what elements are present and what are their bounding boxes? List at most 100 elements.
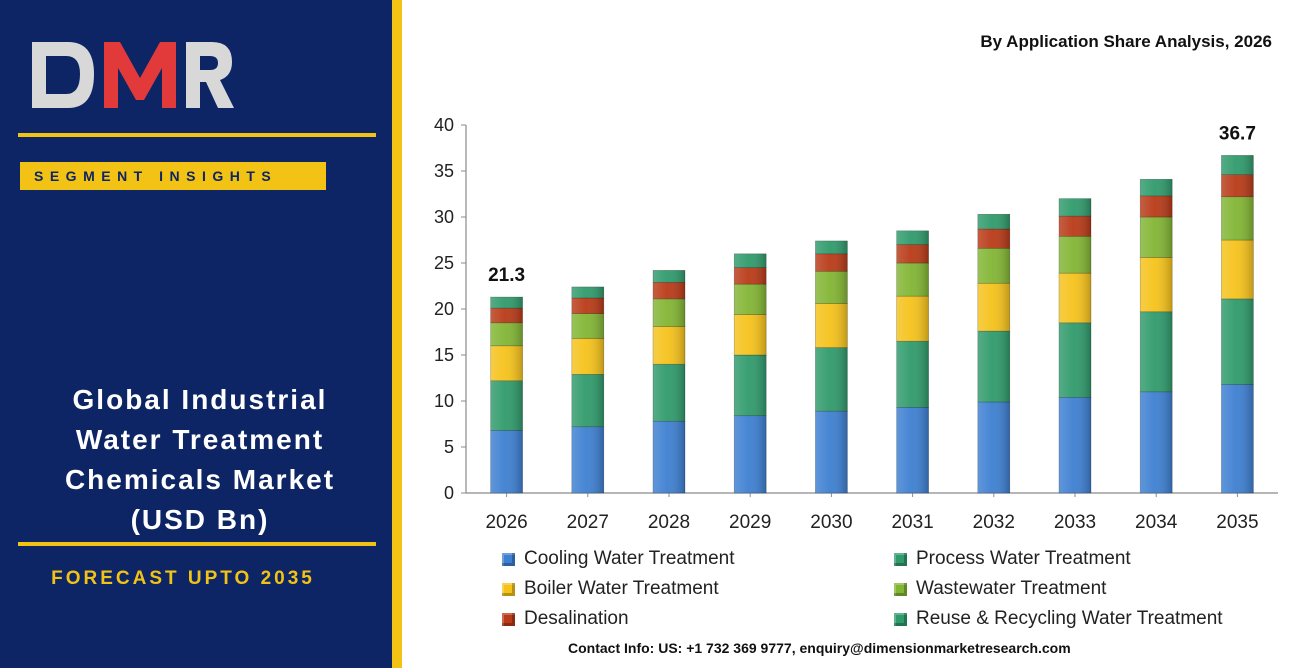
bar-segment-shade bbox=[490, 345, 523, 381]
y-tick-label: 40 bbox=[434, 115, 454, 135]
bar-segment-shade bbox=[1140, 257, 1173, 312]
bar-segment-shade bbox=[815, 347, 848, 412]
bar-stack-2033 bbox=[1058, 198, 1092, 494]
bar-segment-shade bbox=[571, 426, 604, 493]
legend-item-4: Wastewater Treatment bbox=[894, 576, 1106, 602]
chart-subtitle: By Application Share Analysis, 2026 bbox=[980, 32, 1272, 51]
bar-segment-shade bbox=[896, 244, 929, 263]
legend-swatch bbox=[502, 582, 515, 596]
bar-segment-shade bbox=[1140, 217, 1173, 258]
bar-segment-shade bbox=[653, 282, 685, 299]
bar-segment-shade bbox=[490, 322, 523, 346]
chart-legend: Cooling Water Treatment Process Water Tre… bbox=[500, 546, 1290, 636]
bar-segment-shade bbox=[977, 248, 1010, 284]
chart-labels: 2026 2027 2028 2029 2030 2031 2032 2033 2034 2035… bbox=[485, 123, 1258, 533]
x-tick-label: 2029 bbox=[729, 512, 771, 533]
gold-vertical-divider bbox=[392, 0, 402, 668]
forecast-label: FORECAST UPTO 2035 bbox=[51, 568, 315, 589]
bar-segment-shade bbox=[653, 270, 685, 283]
bar-segment-shade bbox=[977, 331, 1010, 402]
bar-segment-shade bbox=[734, 355, 767, 416]
bar-segment-shade bbox=[734, 253, 767, 268]
y-tick-label: 30 bbox=[434, 207, 454, 227]
legend-label: Reuse & Recycling Water Treatment bbox=[916, 608, 1223, 629]
y-tick-label: 15 bbox=[434, 345, 454, 365]
x-tick-label: 2026 bbox=[485, 512, 527, 533]
bar-segment-shade bbox=[490, 308, 523, 323]
bar-segment-shade bbox=[734, 314, 767, 355]
legend-label: Desalination bbox=[524, 608, 629, 629]
bar-segment-shade bbox=[1059, 397, 1091, 493]
bar-segment-shade bbox=[977, 228, 1010, 249]
bar-segment-shade bbox=[1221, 174, 1254, 197]
chart-axes: 0 5 10 15 20 25 30 35 40 bbox=[434, 115, 1278, 503]
bar-stack-2030 bbox=[815, 240, 848, 494]
report-title-line-4: (USD Bn) bbox=[130, 504, 270, 535]
bar-stack-2032 bbox=[977, 213, 1011, 494]
bar-segment-shade bbox=[653, 326, 685, 365]
bar-segment-shade bbox=[571, 286, 604, 298]
legend-item-2: Process Water Treatment bbox=[894, 546, 1131, 572]
bar-stack-2034 bbox=[1139, 178, 1173, 494]
legend-item-5: Desalination bbox=[502, 606, 629, 632]
bar-segment-shade bbox=[734, 284, 767, 315]
bar-segment-shade bbox=[490, 430, 523, 493]
bar-segment-shade bbox=[653, 421, 685, 493]
legend-label: Boiler Water Treatment bbox=[524, 578, 719, 599]
contact-info: Contact Info: US: +1 732 369 9777, enqui… bbox=[568, 640, 1071, 656]
legend-item-1: Cooling Water Treatment bbox=[502, 546, 735, 572]
bar-segment-shade bbox=[571, 338, 604, 375]
bar-segment-shade bbox=[1140, 179, 1173, 196]
data-label-2026: 21.3 bbox=[488, 265, 525, 286]
bar-stack-2027 bbox=[571, 286, 605, 494]
sidebar-panel: SEGMENT INSIGHTS Global Industrial Water… bbox=[0, 0, 392, 668]
legend-swatch bbox=[502, 612, 515, 626]
dmr-logo bbox=[32, 42, 234, 108]
bar-segment-shade bbox=[1140, 391, 1173, 493]
legend-swatch bbox=[502, 552, 515, 566]
bar-segment-shade bbox=[734, 267, 767, 285]
bar-segment-shade bbox=[977, 214, 1010, 229]
y-tick-label: 20 bbox=[434, 299, 454, 319]
bar-segment-shade bbox=[1221, 196, 1254, 240]
x-tick-label: 2034 bbox=[1135, 512, 1178, 533]
bar-segment-shade bbox=[977, 283, 1010, 332]
bar-segment-shade bbox=[490, 380, 523, 431]
bar-segment-shade bbox=[1221, 240, 1254, 299]
bar-stack-2026 bbox=[490, 296, 523, 494]
top-divider-line bbox=[18, 133, 376, 137]
legend-label: Wastewater Treatment bbox=[916, 578, 1107, 599]
bottom-divider-line bbox=[18, 542, 376, 546]
bar-segment-shade bbox=[896, 230, 929, 245]
legend-swatch bbox=[894, 552, 907, 566]
bar-segment-shade bbox=[1059, 236, 1091, 274]
bar-segment-shade bbox=[1221, 155, 1254, 175]
legend-item-3: Boiler Water Treatment bbox=[502, 576, 719, 602]
legend-item-6: Reuse & Recycling Water Treatment bbox=[894, 606, 1223, 632]
bar-segment-shade bbox=[653, 298, 685, 327]
bar-segment-shade bbox=[815, 303, 848, 348]
y-tick-label: 25 bbox=[434, 253, 454, 273]
bar-segment-shade bbox=[1059, 273, 1091, 323]
x-tick-label: 2033 bbox=[1054, 512, 1096, 533]
bar-segment-shade bbox=[977, 401, 1010, 493]
bar-segment-shade bbox=[1221, 384, 1254, 493]
legend-label: Cooling Water Treatment bbox=[524, 548, 735, 569]
x-tick-label: 2028 bbox=[648, 512, 690, 533]
x-tick-label: 2030 bbox=[810, 512, 852, 533]
chart-bars bbox=[490, 155, 1254, 494]
dmr-logo-mark bbox=[32, 42, 234, 108]
bar-segment-shade bbox=[815, 411, 848, 493]
y-tick-label: 0 bbox=[444, 483, 454, 503]
bar-segment-shade bbox=[490, 297, 523, 309]
legend-swatch bbox=[894, 612, 907, 626]
segment-insights-badge: SEGMENT INSIGHTS bbox=[20, 162, 326, 190]
bar-segment-shade bbox=[1059, 322, 1091, 398]
bar-segment-shade bbox=[815, 271, 848, 304]
bar-segment-shade bbox=[1140, 311, 1173, 392]
bar-segment-shade bbox=[571, 374, 604, 427]
bar-segment-shade bbox=[815, 240, 848, 254]
bar-segment-shade bbox=[896, 296, 929, 342]
bar-segment-shade bbox=[653, 364, 685, 422]
bar-segment-shade bbox=[896, 263, 929, 297]
